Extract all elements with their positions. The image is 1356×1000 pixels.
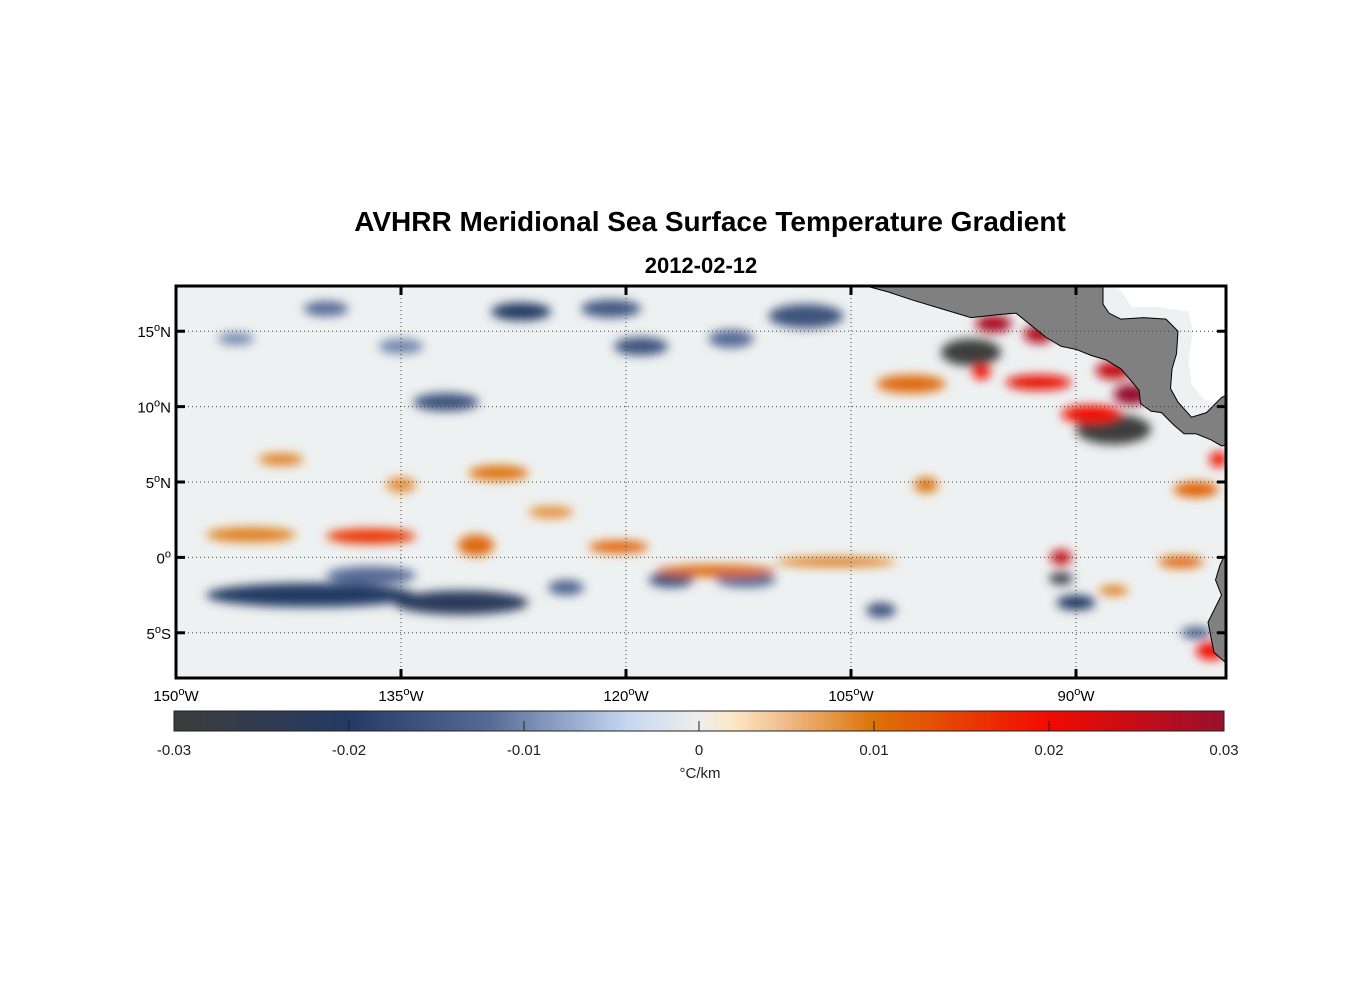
- gradient-feature: [491, 302, 551, 321]
- x-tick-label: 135oW: [378, 686, 424, 705]
- y-tick-label: 0o: [157, 548, 171, 567]
- gradient-feature: [303, 301, 349, 317]
- gradient-feature: [206, 583, 416, 608]
- gradient-feature: [326, 528, 416, 544]
- gradient-feature: [1098, 586, 1129, 596]
- gradient-feature: [941, 338, 1001, 366]
- colorbar-tick-label: 0: [695, 742, 703, 759]
- land-south-america: [1207, 552, 1226, 664]
- y-tick-label: 5oS: [147, 624, 171, 643]
- y-tick-label: 10oN: [137, 398, 171, 417]
- gradient-feature: [588, 540, 649, 553]
- gradient-feature: [1061, 405, 1121, 424]
- gradient-feature: [656, 564, 776, 577]
- x-tick-label: 150oW: [153, 686, 199, 705]
- coastal-mask-caribbean: [1116, 286, 1226, 404]
- chart-title: AVHRR Meridional Sea Surface Temperature…: [354, 206, 1066, 237]
- colorbar-tick-label: -0.02: [332, 742, 366, 759]
- land-central-america: [865, 286, 1226, 447]
- gradient-feature: [972, 364, 991, 380]
- gradient-feature: [975, 314, 1012, 333]
- gradient-feature: [648, 572, 694, 588]
- gradient-feature: [876, 374, 946, 394]
- gradient-feature: [1158, 555, 1204, 568]
- gradient-feature: [1209, 451, 1226, 467]
- colorbar-tick-label: 0.01: [859, 742, 888, 759]
- colorbar-tick-label: -0.01: [507, 742, 541, 759]
- gradient-feature: [914, 477, 938, 493]
- gradient-feature: [393, 590, 529, 615]
- colorbar-label: °C/km: [680, 765, 721, 782]
- gradient-feature: [1049, 572, 1073, 585]
- gradient-feature: [386, 477, 416, 493]
- x-tick-label: 105oW: [828, 686, 874, 705]
- gradient-feature: [218, 332, 254, 345]
- colorbar-tick-label: 0.03: [1209, 742, 1238, 759]
- gradient-feature: [413, 393, 479, 412]
- x-tick-label: 90oW: [1058, 686, 1096, 705]
- gradient-feature: [528, 506, 574, 519]
- gradient-feature: [581, 299, 641, 318]
- gradient-feature: [1005, 374, 1072, 391]
- gradient-feature: [258, 453, 304, 466]
- gradient-feature: [548, 580, 584, 596]
- x-tick-label: 120oW: [603, 686, 649, 705]
- y-tick-label: 5oN: [146, 473, 171, 492]
- y-tick-label: 15oN: [137, 322, 171, 341]
- gradient-feature: [614, 337, 668, 356]
- gradient-feature: [1173, 482, 1219, 498]
- gradient-feature: [326, 566, 416, 585]
- gradient-feature: [866, 602, 896, 618]
- colorbar-tick-label: 0.02: [1034, 742, 1063, 759]
- gradient-feature: [768, 304, 844, 329]
- gradient-feature: [776, 557, 896, 567]
- gradient-feature: [468, 465, 529, 481]
- chart-subtitle: 2012-02-12: [644, 253, 758, 278]
- colorbar-tick-label: -0.03: [157, 742, 191, 759]
- gradient-feature: [708, 329, 754, 348]
- gradient-feature: [458, 534, 494, 556]
- gradient-feature: [206, 527, 296, 543]
